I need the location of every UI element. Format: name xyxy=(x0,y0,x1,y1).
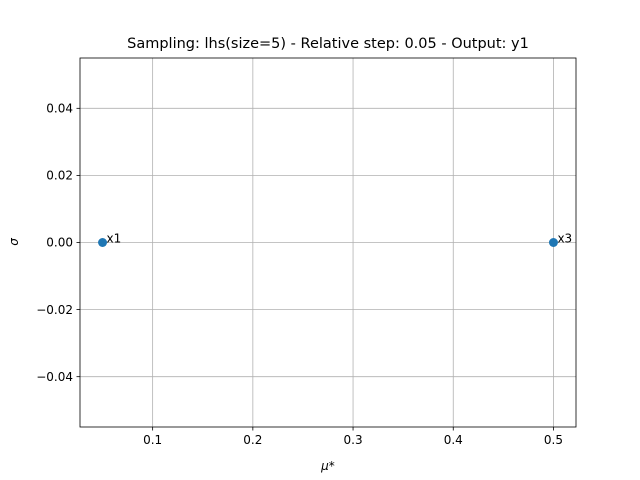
x-tick-label: 0.5 xyxy=(544,433,563,447)
grid-lines xyxy=(80,58,576,427)
x-tick-label: 0.1 xyxy=(143,433,162,447)
data-point-x3 xyxy=(548,238,558,247)
x-tick-label: 0.4 xyxy=(444,433,463,447)
point-label-x1: x1 xyxy=(107,232,122,246)
point-label-x3: x3 xyxy=(557,232,572,246)
x-tick-label: 0.2 xyxy=(243,433,262,447)
x-tick-label: 0.3 xyxy=(344,433,363,447)
y-tick-label: −0.02 xyxy=(36,303,73,317)
y-axis-label: σ xyxy=(7,238,21,246)
y-tick-label: 0.04 xyxy=(46,102,73,116)
x-axis-label: μ* xyxy=(320,459,335,473)
data-points: x1 x3 xyxy=(98,232,572,247)
axis-ticks: 0.1 0.2 0.3 0.4 0.5 −0.04 −0.02 0.00 0.02 0.04 xyxy=(36,102,563,447)
data-point-x1 xyxy=(98,238,108,247)
y-tick-label: 0.00 xyxy=(46,236,73,250)
chart-title: Sampling: lhs(size=5) - Relative step: 0… xyxy=(127,36,529,52)
y-tick-label: 0.02 xyxy=(46,169,73,183)
y-tick-label: −0.04 xyxy=(36,370,73,384)
